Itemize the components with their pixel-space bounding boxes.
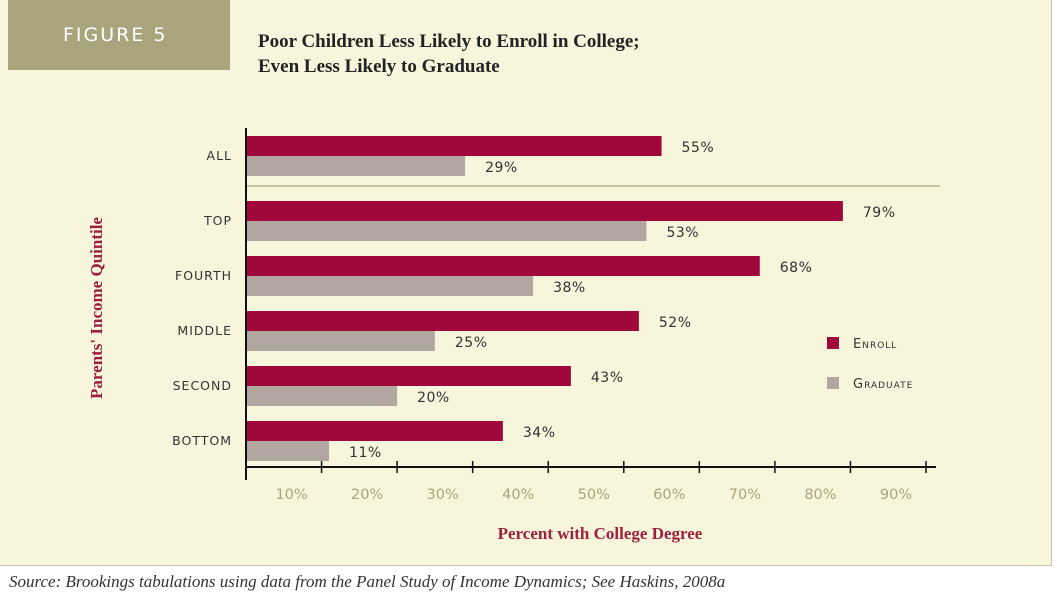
category-label: TOP <box>203 213 232 228</box>
graduate-bar <box>246 221 647 241</box>
enroll-value-label: 52% <box>659 315 692 331</box>
graduate-legend-label: Graduate <box>853 377 913 392</box>
graduate-legend-swatch <box>827 377 839 389</box>
figure-badge: FIGURE 5 <box>8 0 230 70</box>
category-label: ALL <box>207 148 232 163</box>
graduate-value-label: 25% <box>455 335 488 351</box>
graduate-value-label: 20% <box>417 390 450 406</box>
graduate-value-label: 53% <box>666 225 699 241</box>
graduate-value-label: 11% <box>349 445 382 461</box>
figure-title: Poor Children Less Likely to Enroll in C… <box>258 29 640 79</box>
source-note: Source: Brookings tabulations using data… <box>9 572 726 591</box>
category-label: SECOND <box>173 378 232 393</box>
y-axis-title: Parents' Income Quintile <box>87 217 106 399</box>
enroll-bar <box>246 136 662 156</box>
enroll-legend-swatch <box>827 337 839 349</box>
graduate-bar <box>246 386 398 406</box>
enroll-legend-label: Enroll <box>853 337 897 352</box>
graduate-bar <box>246 441 330 461</box>
enroll-value-label: 34% <box>523 425 556 441</box>
enroll-bar <box>246 421 503 441</box>
enroll-value-label: 68% <box>780 260 813 276</box>
enroll-value-label: 43% <box>591 370 624 386</box>
figure-title-line-1: Poor Children Less Likely to Enroll in C… <box>258 31 640 52</box>
x-tick-label: 30% <box>427 487 459 503</box>
category-label: MIDDLE <box>177 323 232 338</box>
enroll-bar <box>246 366 571 386</box>
x-tick-label: 20% <box>351 487 383 503</box>
x-tick-label: 90% <box>880 487 912 503</box>
enroll-bar <box>246 201 843 221</box>
graduate-value-label: 38% <box>553 280 586 296</box>
graduate-bar <box>246 276 534 296</box>
x-tick-label: 40% <box>502 487 534 503</box>
x-tick-label: 70% <box>729 487 761 503</box>
x-axis-title: Percent with College Degree <box>497 524 703 543</box>
x-tick-label: 10% <box>275 487 307 503</box>
figure-title-line-2: Even Less Likely to Graduate <box>258 56 500 77</box>
enroll-bar <box>246 311 639 331</box>
x-tick-label: 80% <box>804 487 836 503</box>
enroll-value-label: 79% <box>863 205 896 221</box>
x-tick-label: 50% <box>578 487 610 503</box>
enroll-bar <box>246 256 760 276</box>
category-label: FOURTH <box>175 268 232 283</box>
graduate-value-label: 29% <box>485 160 518 176</box>
x-tick-label: 60% <box>653 487 685 503</box>
graduate-bar <box>246 156 466 176</box>
graduate-bar <box>246 331 435 351</box>
category-label: BOTTOM <box>172 433 232 448</box>
enroll-value-label: 55% <box>682 140 715 156</box>
